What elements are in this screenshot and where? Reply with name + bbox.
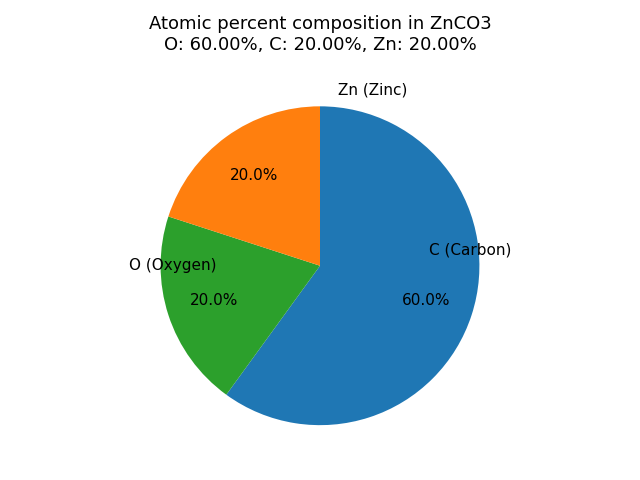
Text: O (Oxygen): O (Oxygen) — [129, 258, 216, 273]
Text: 60.0%: 60.0% — [402, 293, 451, 308]
Wedge shape — [168, 106, 320, 266]
Text: 20.0%: 20.0% — [230, 168, 278, 183]
Wedge shape — [161, 216, 320, 395]
Text: 20.0%: 20.0% — [189, 293, 238, 308]
Text: Zn (Zinc): Zn (Zinc) — [339, 83, 408, 98]
Title: Atomic percent composition in ZnCO3
O: 60.00%, C: 20.00%, Zn: 20.00%: Atomic percent composition in ZnCO3 O: 6… — [148, 15, 492, 54]
Text: C (Carbon): C (Carbon) — [429, 242, 511, 257]
Wedge shape — [227, 106, 479, 425]
